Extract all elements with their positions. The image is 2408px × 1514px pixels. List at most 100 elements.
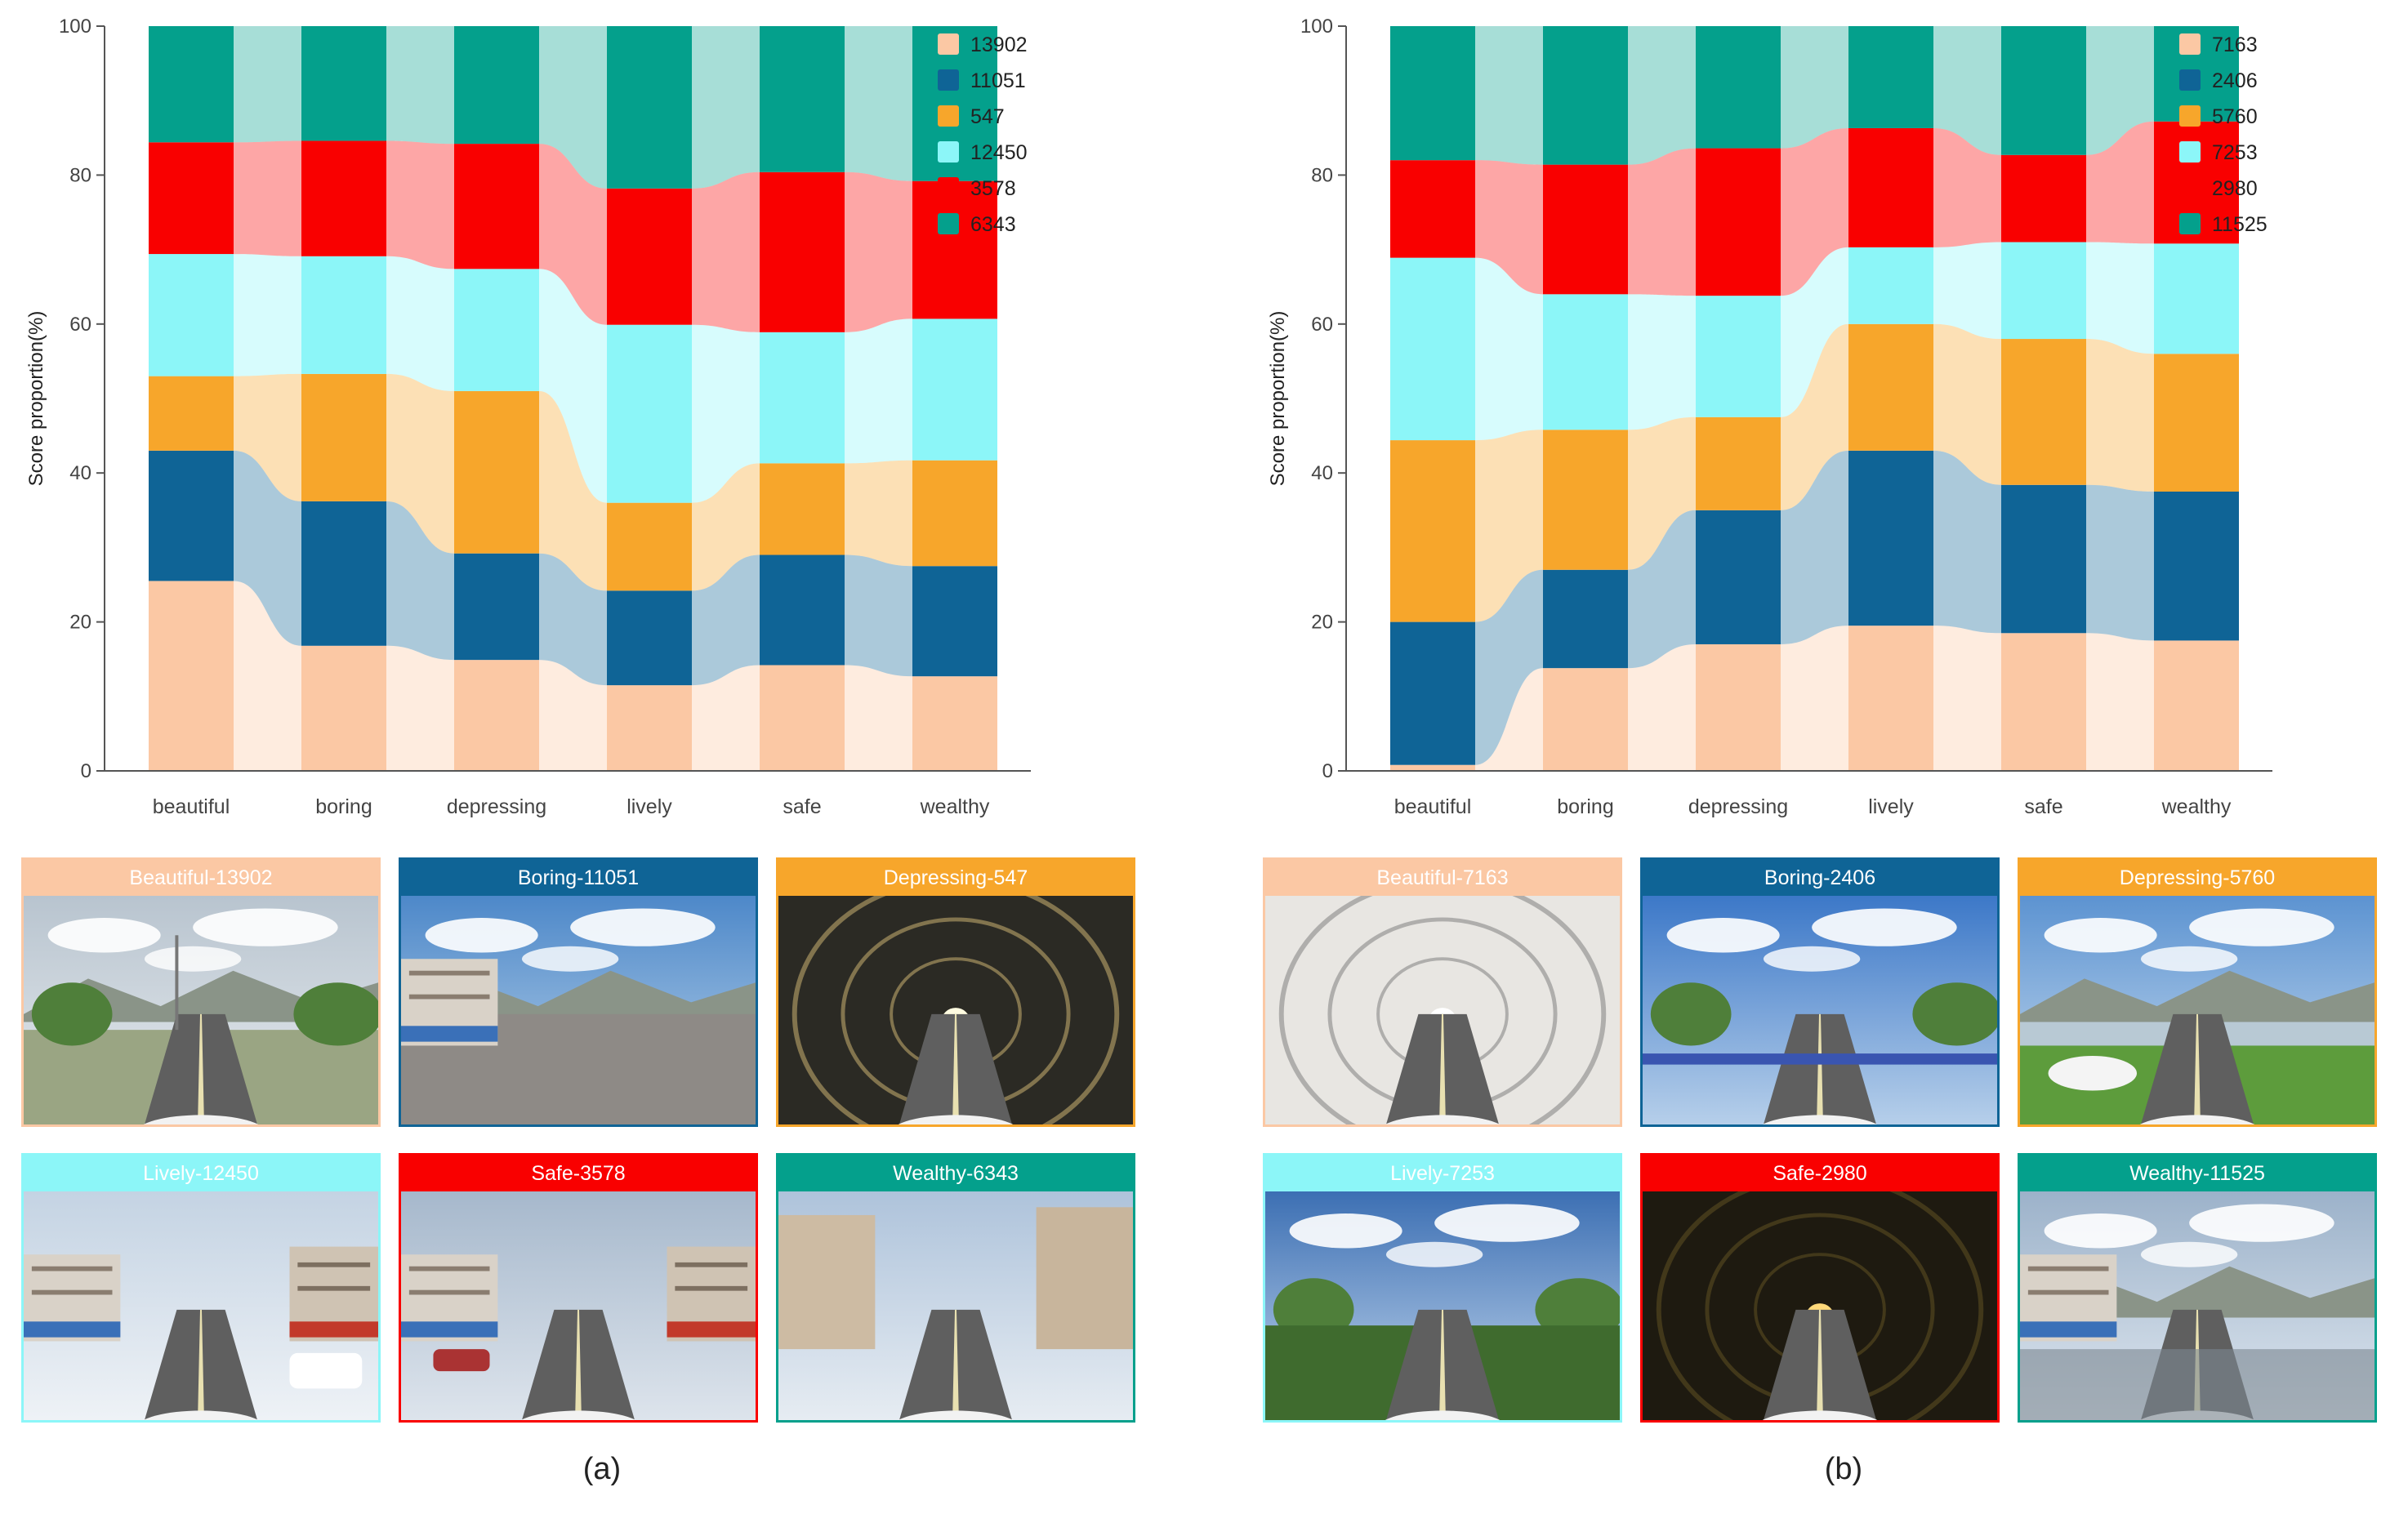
sample-card-title: Beautiful-13902 — [24, 860, 378, 896]
sample-card: Boring-2406 — [1640, 857, 2000, 1127]
bar-7163-safe — [2001, 633, 2086, 771]
y-tick-label: 40 — [1311, 462, 1333, 484]
flow-band-6343-0 — [234, 26, 301, 143]
flow-band-11051-2 — [539, 553, 607, 686]
bar-2980-safe — [2001, 154, 2086, 243]
sample-card-title: Lively-12450 — [24, 1156, 378, 1191]
street-view-photo — [2020, 1191, 2375, 1420]
x-tick-label: safe — [2024, 795, 2062, 818]
bar-6343-depressing — [454, 26, 539, 145]
flow-band-11525-0 — [1475, 26, 1543, 165]
bar-547-boring — [301, 373, 386, 501]
bar-5760-beautiful — [1390, 440, 1475, 622]
x-tick-label: safe — [783, 795, 821, 818]
flow-band-547-4 — [845, 460, 912, 567]
street-view-photo — [401, 1191, 756, 1420]
x-tick-label: wealthy — [2161, 795, 2232, 818]
bar-11525-depressing — [1696, 26, 1781, 149]
legend-swatch-2980 — [2179, 177, 2201, 198]
panel-a: 0 20 40 60 80 100 beautiful boring depressing liv… — [21, 16, 1135, 1486]
y-tick-label: 100 — [59, 16, 91, 38]
bar-7163-wealthy — [2154, 640, 2239, 771]
bar-12450-wealthy — [912, 318, 997, 461]
bar-5760-boring — [1543, 430, 1628, 570]
legend-label: 2980 — [2212, 177, 2258, 200]
bar-3578-depressing — [454, 144, 539, 269]
flow-band-2406-3 — [1933, 450, 2001, 634]
y-tick-label: 20 — [1311, 612, 1333, 634]
bar-7163-lively — [1848, 626, 1933, 771]
legend-swatch-7253 — [2179, 141, 2201, 163]
bar-2980-beautiful — [1390, 160, 1475, 258]
bar-7253-depressing — [1696, 296, 1781, 417]
bar-547-safe — [760, 463, 845, 555]
flow-band-11051-3 — [692, 554, 760, 686]
bar-547-lively — [607, 502, 692, 591]
flow-band-7163-2 — [1781, 626, 1848, 771]
y-tick-label: 60 — [1311, 314, 1333, 336]
sample-card-title: Depressing-5760 — [2020, 860, 2375, 896]
bar-13902-wealthy — [912, 676, 997, 771]
flow-band-13902-1 — [386, 645, 454, 771]
y-tick-label: 0 — [81, 760, 91, 782]
y-axis-label: Score proportion(%) — [1267, 311, 1289, 487]
sample-card: Wealthy-6343 — [776, 1153, 1135, 1423]
flow-band-547-1 — [386, 373, 454, 554]
sample-card-title: Safe-2980 — [1643, 1156, 1997, 1191]
x-tick-label: lively — [1868, 795, 1914, 818]
legend-swatch-13902 — [938, 33, 959, 55]
flow-band-11525-1 — [1628, 26, 1696, 165]
bar-2406-depressing — [1696, 510, 1781, 644]
legend-swatch-11525 — [2179, 213, 2201, 234]
bar-6343-lively — [607, 26, 692, 189]
street-view-photo — [1265, 1191, 1620, 1420]
flow-band-13902-0 — [234, 581, 301, 771]
flow-band-5760-0 — [1475, 430, 1543, 622]
bar-2406-boring — [1543, 569, 1628, 669]
flow-band-2406-2 — [1781, 450, 1848, 644]
bar-13902-depressing — [454, 660, 539, 771]
y-tick-label: 40 — [69, 462, 91, 484]
panel-label-a: (a) — [582, 1452, 622, 1486]
bar-6343-beautiful — [149, 26, 234, 143]
legend-label: 13902 — [970, 33, 1028, 56]
y-tick-label: 80 — [1311, 164, 1333, 186]
legend-label: 6343 — [970, 213, 1016, 236]
flow-band-3578-3 — [692, 171, 760, 332]
bar-3578-beautiful — [149, 142, 234, 255]
street-view-photo — [1643, 896, 1997, 1124]
flow-band-2980-4 — [2086, 121, 2154, 244]
flow-band-3578-1 — [386, 140, 454, 269]
flow-band-13902-4 — [845, 665, 912, 771]
bar-12450-boring — [301, 256, 386, 374]
flow-band-11051-1 — [386, 501, 454, 661]
sample-card: Depressing-547 — [776, 857, 1135, 1127]
flow-band-11051-4 — [845, 554, 912, 677]
flow-band-12450-4 — [845, 318, 912, 464]
bar-3578-boring — [301, 140, 386, 256]
flow-band-6343-4 — [845, 26, 912, 181]
bar-3578-wealthy — [912, 180, 997, 319]
legend-label: 7163 — [2212, 33, 2258, 56]
sample-card: Beautiful-7163 — [1263, 857, 1622, 1127]
y-tick-label: 20 — [69, 612, 91, 634]
legend-swatch-2406 — [2179, 69, 2201, 91]
legend-label: 3578 — [970, 177, 1016, 200]
bar-11051-safe — [760, 554, 845, 666]
sample-card-title: Beautiful-7163 — [1265, 860, 1620, 896]
flow-band-11525-3 — [1933, 26, 2001, 155]
flow-band-12450-3 — [692, 324, 760, 503]
bar-11051-beautiful — [149, 450, 234, 581]
bar-12450-beautiful — [149, 254, 234, 376]
sample-card: Lively-12450 — [21, 1153, 381, 1423]
bar-2406-wealthy — [2154, 492, 2239, 641]
flow-band-2980-1 — [1628, 148, 1696, 296]
bar-7163-boring — [1543, 668, 1628, 771]
bar-13902-lively — [607, 685, 692, 771]
legend-swatch-5760 — [2179, 105, 2201, 127]
legend-label: 7253 — [2212, 141, 2258, 164]
y-tick-label: 100 — [1300, 16, 1333, 38]
bar-13902-boring — [301, 645, 386, 771]
bar-3578-lively — [607, 188, 692, 325]
flow-band-3578-4 — [845, 171, 912, 332]
